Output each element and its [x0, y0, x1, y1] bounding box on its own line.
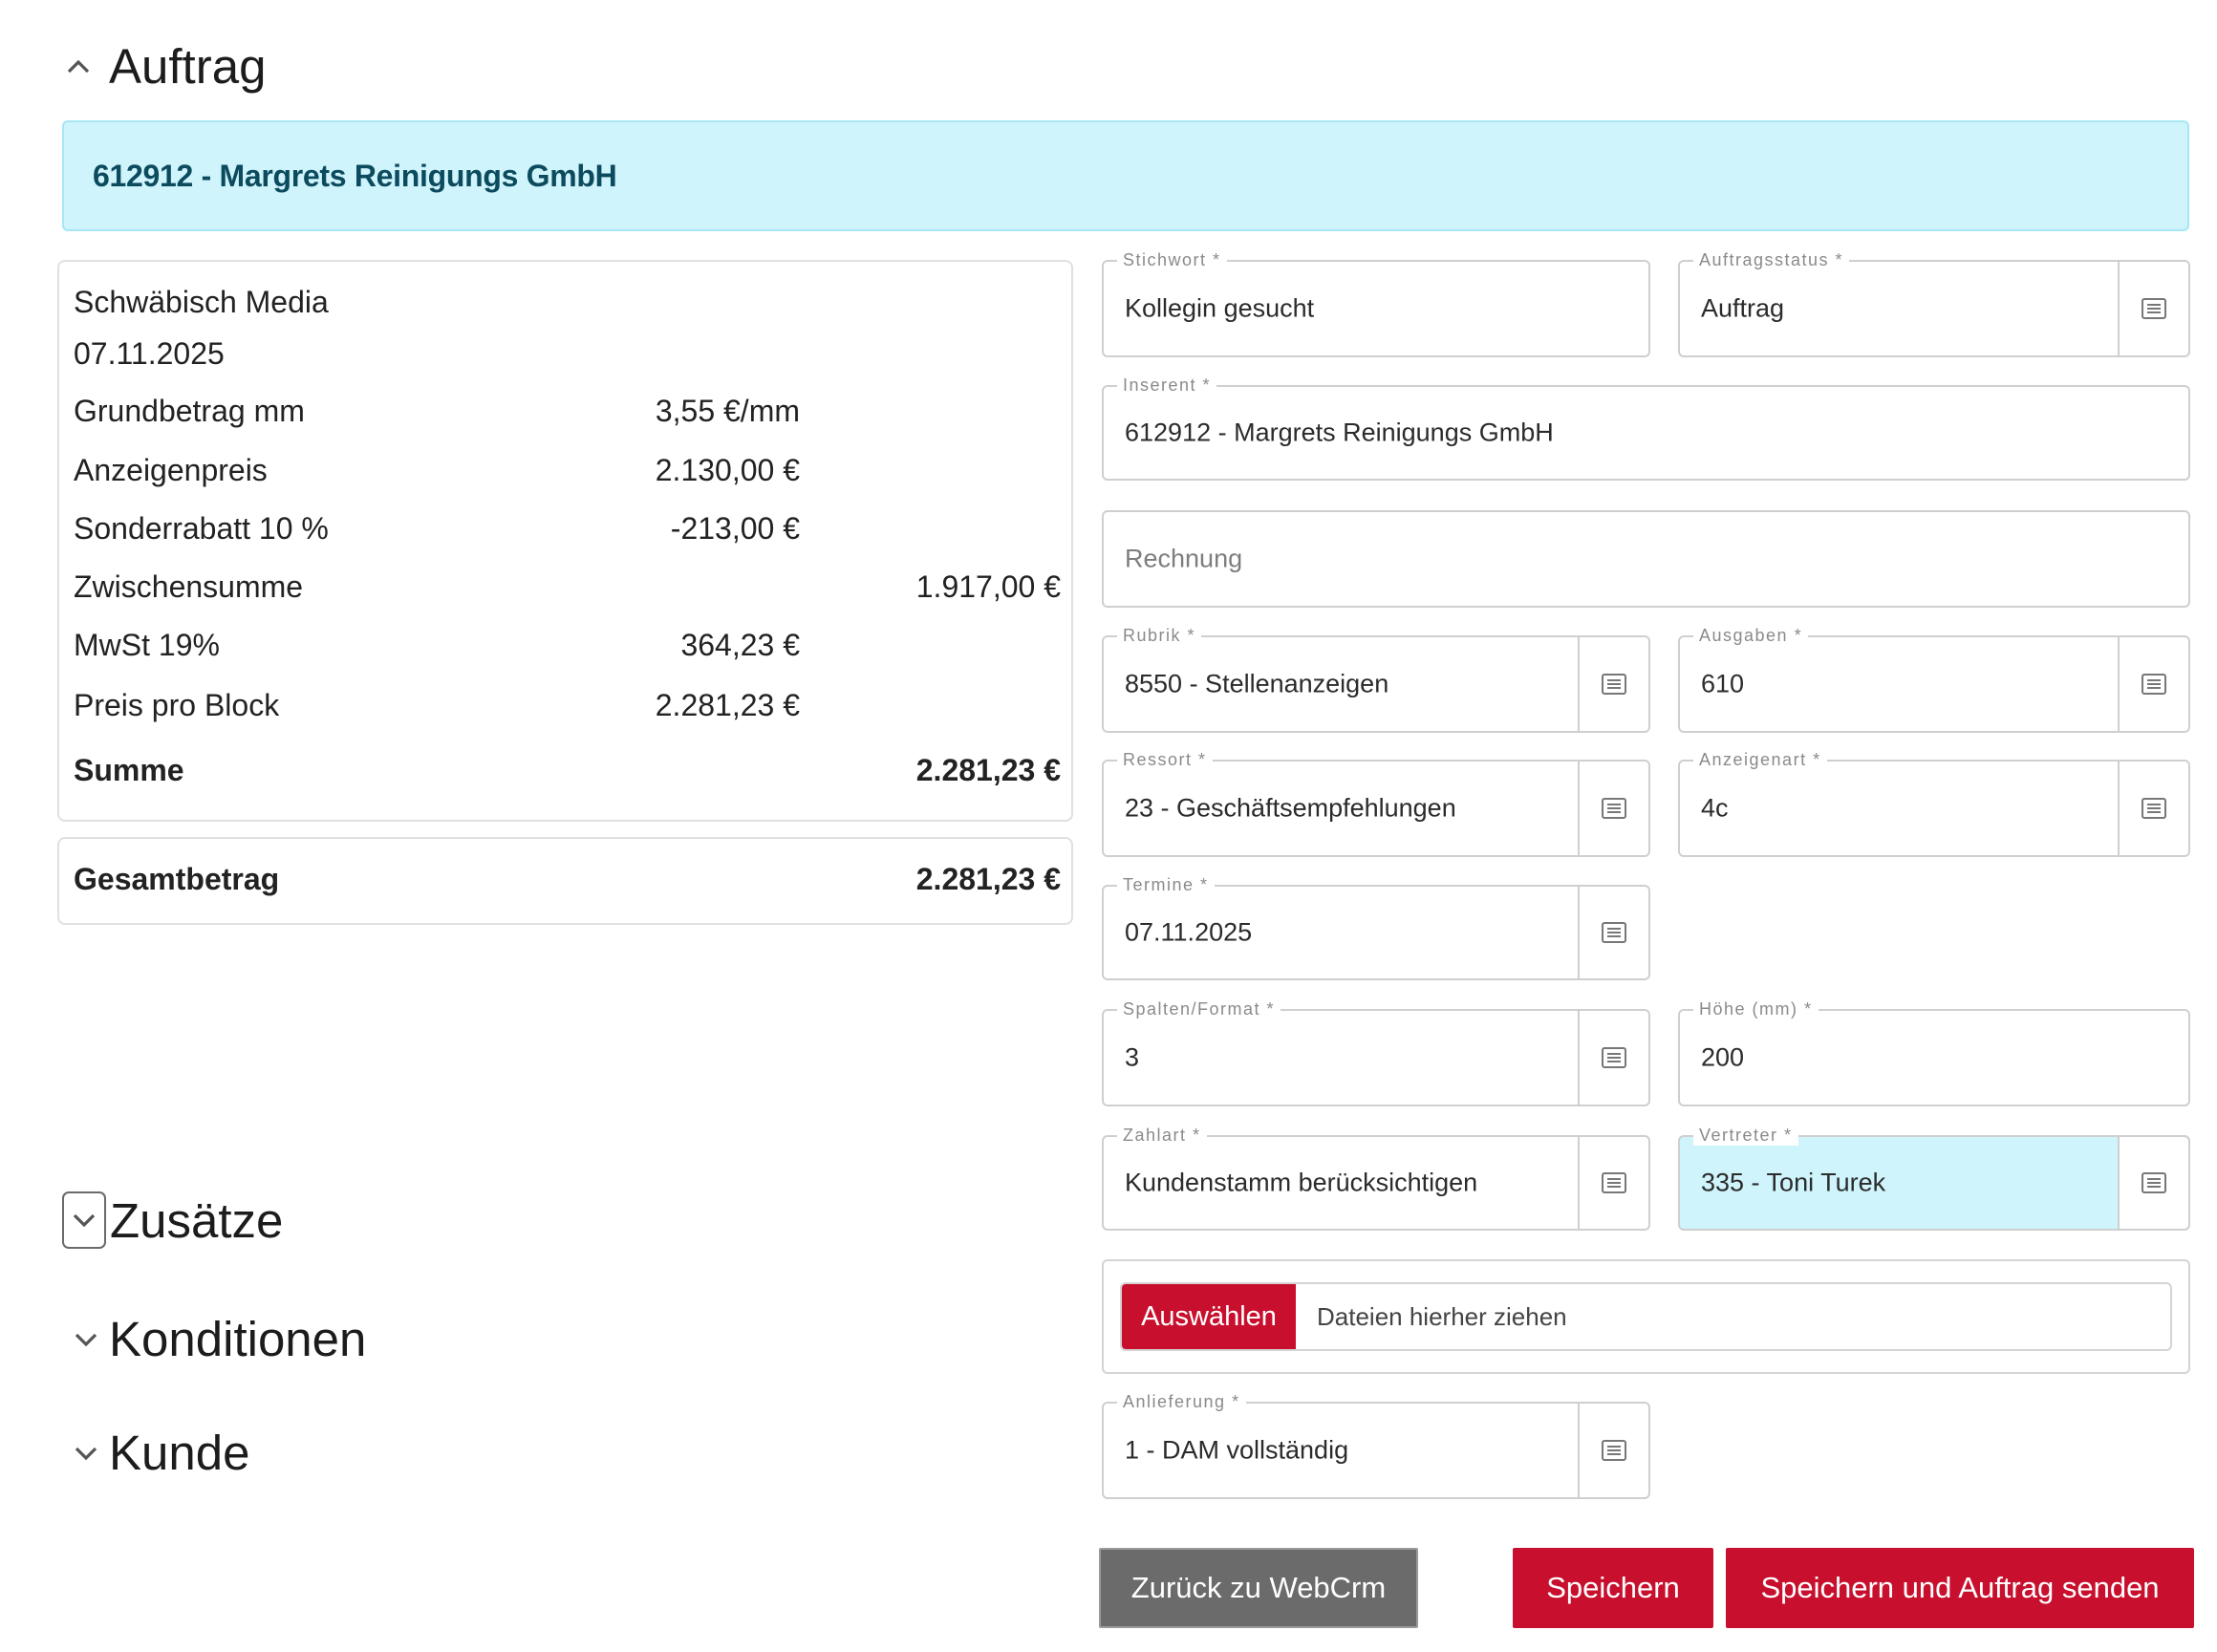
- field-label: Auftragsstatus *: [1693, 249, 1850, 270]
- summary-value: 2.281,23 €: [655, 688, 800, 722]
- field-value[interactable]: 1 - DAM vollständig: [1125, 1435, 1349, 1465]
- section-konditionen-header[interactable]: Konditionen: [67, 1311, 366, 1367]
- summary-value: 364,23 €: [680, 628, 800, 662]
- summary-label: Sonderrabatt 10 %: [74, 511, 329, 546]
- vertreter-field[interactable]: Vertreter * 335 - Toni Turek: [1678, 1125, 2190, 1231]
- list-icon[interactable]: [1578, 1137, 1648, 1229]
- list-icon[interactable]: [1578, 762, 1648, 855]
- summary-value: -213,00 €: [670, 511, 800, 546]
- field-label: Anlieferung *: [1117, 1391, 1246, 1412]
- field-label: Stichwort *: [1117, 249, 1227, 270]
- field-label: Spalten/Format *: [1117, 998, 1281, 1019]
- field-placeholder[interactable]: Rechnung: [1125, 544, 1243, 573]
- section-zusaetze-header[interactable]: Zusätze: [62, 1191, 283, 1249]
- field-value[interactable]: 335 - Toni Turek: [1701, 1168, 1886, 1197]
- field-value[interactable]: Kollegin gesucht: [1125, 293, 1315, 323]
- list-icon[interactable]: [1578, 1011, 1648, 1105]
- field-label: Anzeigenart *: [1693, 749, 1827, 770]
- anlieferung-field[interactable]: Anlieferung * 1 - DAM vollständig: [1102, 1391, 1650, 1499]
- chevron-down-icon[interactable]: [62, 1191, 106, 1249]
- customer-banner: 612912 - Margrets Reinigungs GmbH: [62, 120, 2189, 231]
- section-auftrag-header[interactable]: Auftrag: [59, 38, 266, 95]
- list-icon[interactable]: [2118, 762, 2188, 855]
- stichwort-field[interactable]: Stichwort * Kollegin gesucht: [1102, 249, 1650, 357]
- save-and-send-button[interactable]: Speichern und Auftrag senden: [1726, 1548, 2194, 1628]
- field-value[interactable]: 4c: [1701, 793, 1729, 823]
- field-label: Inserent *: [1117, 375, 1217, 396]
- termine-field[interactable]: Termine * 07.11.2025: [1102, 874, 1650, 980]
- chevron-up-icon[interactable]: [59, 48, 97, 86]
- field-label: Höhe (mm) *: [1693, 998, 1819, 1019]
- grand-total-label: Gesamtbetrag: [74, 862, 280, 896]
- field-label: Rubrik *: [1117, 625, 1202, 646]
- file-drop-zone[interactable]: Auswählen Dateien hierher ziehen: [1120, 1282, 2172, 1351]
- rubrik-field[interactable]: Rubrik * 8550 - Stellenanzeigen: [1102, 625, 1650, 733]
- grand-total-card: Gesamtbetrag 2.281,23 €: [57, 837, 1073, 925]
- zahlart-field[interactable]: Zahlart * Kundenstamm berücksichtigen: [1102, 1125, 1650, 1231]
- list-icon[interactable]: [2118, 262, 2188, 355]
- list-icon[interactable]: [2118, 1137, 2188, 1229]
- field-value[interactable]: 8550 - Stellenanzeigen: [1125, 669, 1389, 698]
- field-label: Ressort *: [1117, 749, 1213, 770]
- summary-label: Preis pro Block: [74, 688, 280, 722]
- field-value[interactable]: 612912 - Margrets Reinigungs GmbH: [1125, 418, 1554, 447]
- chevron-down-icon[interactable]: [67, 1320, 105, 1359]
- section-title: Zusätze: [110, 1192, 284, 1248]
- section-title: Auftrag: [109, 39, 267, 94]
- sum-label: Summe: [74, 753, 184, 787]
- field-value[interactable]: 07.11.2025: [1125, 917, 1253, 947]
- field-value[interactable]: 23 - Geschäftsempfehlungen: [1125, 793, 1456, 823]
- save-button[interactable]: Speichern: [1513, 1548, 1713, 1628]
- field-label: Vertreter *: [1693, 1125, 1798, 1146]
- field-label: Zahlart *: [1117, 1125, 1207, 1146]
- field-label: Ausgaben *: [1693, 625, 1809, 646]
- list-icon[interactable]: [1578, 637, 1648, 731]
- ausgaben-field[interactable]: Ausgaben * 610: [1678, 625, 2190, 733]
- list-icon[interactable]: [1578, 1404, 1648, 1497]
- inserent-field[interactable]: Inserent * 612912 - Margrets Reinigungs …: [1102, 375, 2190, 481]
- summary-subtotal: 1.917,00 €: [915, 569, 1061, 604]
- summary-value: 3,55 €/mm: [655, 394, 800, 428]
- publisher-name: Schwäbisch Media: [74, 285, 329, 319]
- chevron-down-icon[interactable]: [67, 1434, 105, 1472]
- auftragsstatus-field[interactable]: Auftragsstatus * Auftrag: [1678, 249, 2190, 357]
- section-title: Kunde: [109, 1426, 250, 1480]
- field-value[interactable]: 3: [1125, 1042, 1140, 1072]
- back-to-webcrm-button[interactable]: Zurück zu WebCrm: [1099, 1548, 1418, 1628]
- spalten-format-field[interactable]: Spalten/Format * 3: [1102, 998, 1650, 1106]
- summary-label: Anzeigenpreis: [74, 453, 268, 487]
- file-upload-area: Auswählen Dateien hierher ziehen: [1102, 1259, 2190, 1374]
- list-icon[interactable]: [1578, 887, 1648, 978]
- hoehe-field[interactable]: Höhe (mm) * 200: [1678, 998, 2190, 1106]
- field-value[interactable]: 610: [1701, 669, 1745, 698]
- grand-total-value: 2.281,23 €: [915, 862, 1061, 896]
- field-value[interactable]: Auftrag: [1701, 293, 1785, 323]
- ressort-field[interactable]: Ressort * 23 - Geschäftsempfehlungen: [1102, 749, 1650, 857]
- section-title: Konditionen: [109, 1312, 367, 1366]
- field-value[interactable]: 200: [1701, 1042, 1745, 1072]
- summary-label: Zwischensumme: [74, 569, 304, 604]
- rechnung-field[interactable]: Rechnung: [1102, 510, 2190, 608]
- anzeigenart-field[interactable]: Anzeigenart * 4c: [1678, 749, 2190, 857]
- sum-value: 2.281,23 €: [915, 753, 1061, 787]
- field-label: Termine *: [1117, 874, 1215, 895]
- order-date: 07.11.2025: [74, 336, 225, 371]
- summary-label: MwSt 19%: [74, 628, 220, 662]
- list-icon[interactable]: [2118, 637, 2188, 731]
- summary-value: 2.130,00 €: [655, 453, 800, 487]
- section-kunde-header[interactable]: Kunde: [67, 1425, 249, 1481]
- price-summary-card: Schwäbisch Media 07.11.2025 Grundbetrag …: [57, 260, 1073, 822]
- field-value[interactable]: Kundenstamm berücksichtigen: [1125, 1168, 1478, 1197]
- select-files-button[interactable]: Auswählen: [1122, 1284, 1296, 1349]
- drop-hint: Dateien hierher ziehen: [1317, 1301, 1567, 1331]
- summary-label: Grundbetrag mm: [74, 394, 305, 428]
- customer-banner-text: 612912 - Margrets Reinigungs GmbH: [93, 158, 617, 193]
